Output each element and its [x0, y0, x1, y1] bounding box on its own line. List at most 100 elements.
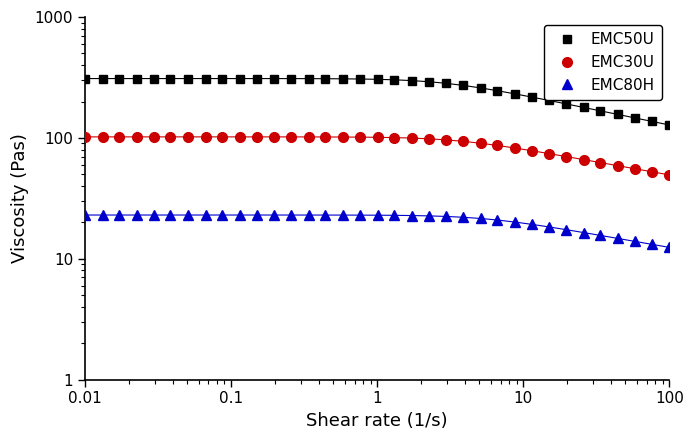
- EMC80H: [441, 214, 450, 219]
- EMC30U: [425, 136, 434, 142]
- EMC30U: [150, 134, 158, 139]
- EMC80H: [425, 213, 434, 219]
- EMC50U: [545, 98, 553, 103]
- EMC80H: [150, 213, 158, 218]
- EMC80H: [236, 213, 244, 218]
- Line: EMC50U: EMC50U: [81, 75, 673, 129]
- EMC50U: [184, 76, 193, 81]
- EMC50U: [253, 76, 261, 81]
- EMC80H: [477, 216, 485, 221]
- EMC50U: [425, 79, 434, 84]
- EMC50U: [511, 91, 519, 97]
- EMC50U: [596, 108, 605, 113]
- EMC30U: [665, 172, 673, 178]
- EMC50U: [631, 116, 639, 121]
- EMC80H: [202, 213, 210, 218]
- EMC80H: [374, 213, 382, 218]
- EMC50U: [580, 105, 588, 110]
- EMC80H: [99, 213, 107, 218]
- EMC50U: [338, 76, 347, 82]
- EMC30U: [184, 134, 193, 139]
- EMC50U: [441, 81, 450, 86]
- Y-axis label: Viscosity (Pas): Viscosity (Pas): [11, 133, 29, 263]
- EMC30U: [580, 157, 588, 162]
- EMC30U: [132, 134, 140, 139]
- EMC50U: [287, 76, 295, 81]
- EMC30U: [202, 134, 210, 139]
- EMC80H: [304, 213, 313, 218]
- EMC50U: [304, 76, 313, 81]
- EMC50U: [150, 76, 158, 81]
- EMC50U: [459, 83, 468, 88]
- Line: EMC80H: EMC80H: [80, 210, 674, 252]
- EMC30U: [493, 143, 501, 148]
- EMC30U: [218, 134, 226, 139]
- EMC30U: [99, 134, 107, 139]
- EMC50U: [115, 76, 123, 81]
- EMC30U: [407, 135, 416, 141]
- EMC80H: [665, 245, 673, 250]
- EMC80H: [631, 239, 639, 244]
- EMC80H: [580, 230, 588, 235]
- EMC30U: [528, 148, 537, 153]
- EMC30U: [614, 163, 622, 168]
- EMC30U: [253, 134, 261, 139]
- EMC30U: [596, 160, 605, 165]
- EMC30U: [477, 141, 485, 146]
- Legend: EMC50U, EMC30U, EMC80H: EMC50U, EMC30U, EMC80H: [544, 25, 662, 100]
- EMC50U: [614, 112, 622, 117]
- EMC80H: [81, 213, 89, 218]
- EMC50U: [477, 85, 485, 90]
- EMC30U: [374, 135, 382, 140]
- EMC50U: [407, 78, 416, 83]
- EMC80H: [338, 213, 347, 218]
- EMC50U: [493, 88, 501, 93]
- EMC80H: [321, 213, 329, 218]
- EMC50U: [132, 76, 140, 81]
- EMC80H: [356, 213, 364, 218]
- EMC80H: [270, 213, 278, 218]
- EMC80H: [596, 233, 605, 238]
- EMC30U: [390, 135, 398, 140]
- EMC50U: [236, 76, 244, 81]
- EMC50U: [648, 119, 656, 124]
- EMC80H: [614, 236, 622, 241]
- EMC50U: [81, 76, 89, 81]
- EMC50U: [99, 76, 107, 81]
- EMC50U: [218, 76, 226, 81]
- EMC80H: [132, 213, 140, 218]
- EMC30U: [356, 135, 364, 140]
- EMC80H: [287, 213, 295, 218]
- EMC80H: [528, 222, 537, 227]
- EMC30U: [166, 134, 174, 139]
- EMC30U: [287, 134, 295, 139]
- EMC30U: [511, 146, 519, 151]
- EMC30U: [648, 169, 656, 174]
- EMC50U: [562, 101, 571, 107]
- EMC80H: [459, 215, 468, 220]
- EMC80H: [184, 213, 193, 218]
- EMC50U: [321, 76, 329, 81]
- EMC50U: [356, 76, 364, 82]
- EMC30U: [338, 135, 347, 140]
- EMC80H: [390, 213, 398, 218]
- EMC80H: [166, 213, 174, 218]
- EMC80H: [545, 224, 553, 229]
- EMC80H: [493, 217, 501, 223]
- EMC80H: [115, 213, 123, 218]
- EMC30U: [81, 134, 89, 139]
- EMC30U: [115, 134, 123, 139]
- EMC50U: [665, 122, 673, 127]
- EMC30U: [459, 139, 468, 144]
- EMC80H: [648, 242, 656, 247]
- EMC30U: [562, 154, 571, 159]
- Line: EMC30U: EMC30U: [80, 132, 674, 180]
- EMC80H: [407, 213, 416, 218]
- EMC30U: [631, 166, 639, 172]
- EMC50U: [202, 76, 210, 81]
- EMC30U: [304, 134, 313, 139]
- X-axis label: Shear rate (1/s): Shear rate (1/s): [306, 412, 448, 430]
- EMC80H: [562, 227, 571, 232]
- EMC80H: [218, 213, 226, 218]
- EMC30U: [236, 134, 244, 139]
